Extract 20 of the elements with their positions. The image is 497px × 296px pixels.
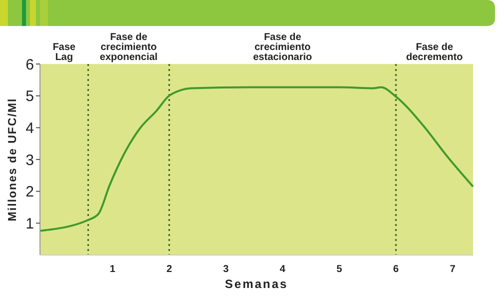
x-tick-label: 3 (223, 264, 230, 275)
band-label: Fase de crecimiento exponencial (100, 32, 158, 63)
line-series (39, 86, 474, 232)
x-tick-label: 6 (393, 264, 400, 275)
y-tick-label: 1 (26, 215, 34, 232)
x-axis-title: Semanas (224, 277, 288, 291)
x-tick-label: 2 (166, 264, 172, 275)
band-label: Fase Lag (52, 42, 76, 63)
x-tick-label: 7 (450, 264, 456, 275)
y-tick-label: 3 (26, 152, 34, 169)
y-axis-title: Millones de UFC/Ml (7, 98, 20, 222)
x-tick-label: 1 (110, 264, 116, 275)
band-label: Fase de crecimiento estacionario (253, 32, 312, 63)
y-tick-label: 5 (26, 88, 34, 106)
band-label: Fase de decremento (406, 42, 463, 63)
x-tick-label: 5 (336, 264, 342, 275)
y-tick-label: 4 (26, 120, 34, 137)
x-tick-label: 4 (280, 264, 286, 275)
y-tick-label: 6 (26, 56, 34, 74)
y-tick-label: 2 (26, 184, 34, 201)
